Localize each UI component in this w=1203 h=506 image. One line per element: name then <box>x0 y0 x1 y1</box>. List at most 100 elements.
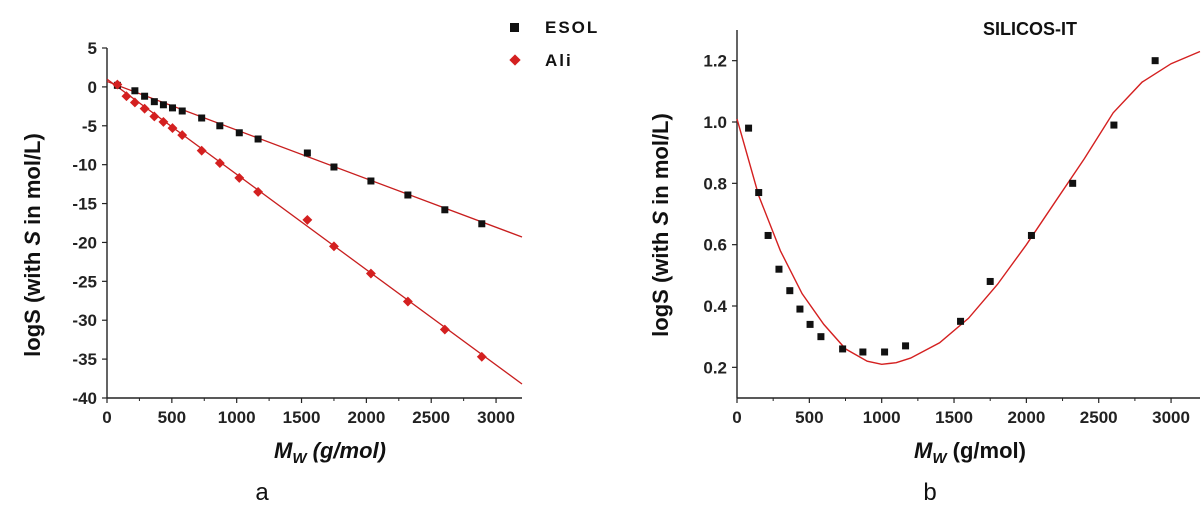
panel-b-y-tick-label: 0.6 <box>703 236 727 255</box>
panel-a-point-ali <box>129 97 140 108</box>
panel-a-x-tick-label: 3000 <box>477 408 515 427</box>
panel-b-y-tick-label: 0.8 <box>703 174 727 193</box>
panel-b-fit-line <box>736 50 1201 366</box>
panel-a-point-ali <box>365 268 376 279</box>
panel-a-point-ali <box>302 214 313 225</box>
panel-a-x-tick-label: 1500 <box>283 408 321 427</box>
panel-a-point-ali <box>329 241 339 252</box>
panel-a-point-esol <box>254 135 262 143</box>
panel-b-point-series <box>1110 121 1118 129</box>
panel-a-point-ali <box>253 186 264 197</box>
panel-a-point-ali <box>476 351 487 362</box>
legend-esol-label: ESOL <box>545 18 599 37</box>
panel-a-label: a <box>255 479 269 506</box>
panel-b-x-tick-label: 0 <box>732 408 741 427</box>
panel-b-points <box>745 57 1159 356</box>
panel-b-point-series <box>817 333 825 341</box>
panel-a-point-esol <box>198 114 206 122</box>
panel-a-point-esol <box>178 107 186 115</box>
panel-a-point-esol <box>150 98 158 106</box>
panel-a-y-tick-label: -35 <box>72 350 97 369</box>
panel-b-axes: 0 500 1000 1500 2000 2500 3000 0.2 0.4 0.6 0.8 1.0 1… <box>703 30 1200 427</box>
panel-a-point-ali <box>402 296 413 307</box>
panel-a-y-tick-label: -30 <box>72 311 97 330</box>
panel-b-point-series <box>859 348 867 356</box>
panel-b-x-tick-label: 2500 <box>1080 408 1118 427</box>
panel-a-point-ali <box>112 79 123 90</box>
panel-a-y-axis-label: logS (with S in mol/L) <box>20 133 45 357</box>
panel-a-point-ali <box>196 145 207 156</box>
panel-a-point-esol <box>478 220 486 228</box>
panel-a-point-esol <box>159 101 167 109</box>
panel-a-x-tick-label: 500 <box>158 408 186 427</box>
panel-a: 0 500 1000 1500 2000 2500 3000 5 0 -5 -10 -15 -20 -25… <box>20 18 599 506</box>
panel-b-point-series <box>796 305 804 313</box>
panel-b-point-series <box>745 124 753 132</box>
panel-a-point-esol <box>303 149 311 157</box>
panel-a-axes: 0 500 1000 1500 2000 2500 3000 5 0 -5 -10 -15 -20 -25… <box>72 39 522 427</box>
panel-a-point-esol <box>404 191 412 199</box>
panel-a-point-esol <box>141 92 149 100</box>
panel-a-point-ali <box>158 116 169 127</box>
panel-a-point-ali <box>167 123 178 134</box>
panel-a-y-tick-label: -40 <box>72 389 97 408</box>
panel-b-x-axis-label: MW (g/mol) <box>914 438 1026 467</box>
panel-b-x-tick-label: 2000 <box>1007 408 1045 427</box>
panel-a-point-ali <box>234 172 245 183</box>
panel-a-y-tick-label: 0 <box>88 78 97 97</box>
panel-b-point-series <box>881 348 889 356</box>
panel-b-x-tick-label: 1000 <box>863 408 901 427</box>
panel-a-x-tick-label: 2000 <box>347 408 385 427</box>
panel-a-y-tick-label: -25 <box>72 272 97 291</box>
panel-a-y-tick-label: -5 <box>82 117 97 136</box>
panel-a-point-ali <box>439 324 450 335</box>
panel-b-y-tick-label: 1.0 <box>703 113 727 132</box>
legend-ali-marker <box>509 54 521 66</box>
panel-a-point-ali <box>139 103 150 114</box>
panel-a-y-tick-label: -15 <box>72 195 97 214</box>
panel-b-point-series <box>755 189 763 197</box>
panel-b: 0 500 1000 1500 2000 2500 3000 0.2 0.4 0.6 0.8 1.0 1… <box>648 19 1201 506</box>
panel-a-point-esol <box>367 177 375 185</box>
panel-a-point-esol <box>441 206 449 214</box>
panel-b-point-series <box>806 320 814 328</box>
panel-a-x-tick-label: 2500 <box>412 408 450 427</box>
panel-a-point-ali <box>149 111 160 122</box>
panel-b-point-series <box>957 317 965 325</box>
panel-b-point-series <box>786 287 794 295</box>
panel-b-label: b <box>923 479 936 506</box>
panel-a-x-axis-label: MW (g/mol) <box>274 438 386 467</box>
panel-a-point-ali <box>177 130 188 141</box>
panel-a-fit-line-1 <box>106 78 523 385</box>
panel-b-fit-curve <box>736 50 1201 366</box>
panel-a-legend: ESOL Ali <box>509 18 599 70</box>
panel-b-point-series <box>902 342 910 350</box>
panel-b-point-series <box>775 265 783 273</box>
panel-a-point-esol <box>235 129 243 137</box>
panel-b-point-series <box>1069 179 1077 187</box>
panel-a-point-esol <box>216 122 224 130</box>
panel-a-point-ali <box>121 91 132 102</box>
panel-a-y-tick-label: 5 <box>88 39 97 58</box>
panel-b-point-series <box>839 345 847 353</box>
panel-a-y-tick-label: -10 <box>72 156 97 175</box>
panel-a-x-tick-label: 1000 <box>218 408 256 427</box>
panel-b-x-tick-label: 1500 <box>935 408 973 427</box>
panel-a-fit-lines <box>106 78 523 385</box>
panel-b-point-series <box>986 277 994 285</box>
panel-a-points <box>112 79 487 362</box>
legend-esol-marker <box>510 23 519 32</box>
panel-a-point-esol <box>330 163 338 171</box>
panel-b-x-tick-label: 3000 <box>1152 408 1190 427</box>
panel-b-title: SILICOS-IT <box>983 19 1077 39</box>
panel-a-point-esol <box>131 87 139 95</box>
panel-a-fit-line-0 <box>106 80 523 238</box>
panel-b-point-series <box>764 231 772 239</box>
panel-b-point-series <box>1151 57 1159 65</box>
panel-b-y-tick-label: 0.4 <box>703 297 727 316</box>
panel-a-point-ali <box>214 158 225 169</box>
panel-a-point-esol <box>168 104 176 112</box>
panel-b-y-tick-label: 1.2 <box>703 52 727 71</box>
legend-ali-label: Ali <box>545 51 573 70</box>
